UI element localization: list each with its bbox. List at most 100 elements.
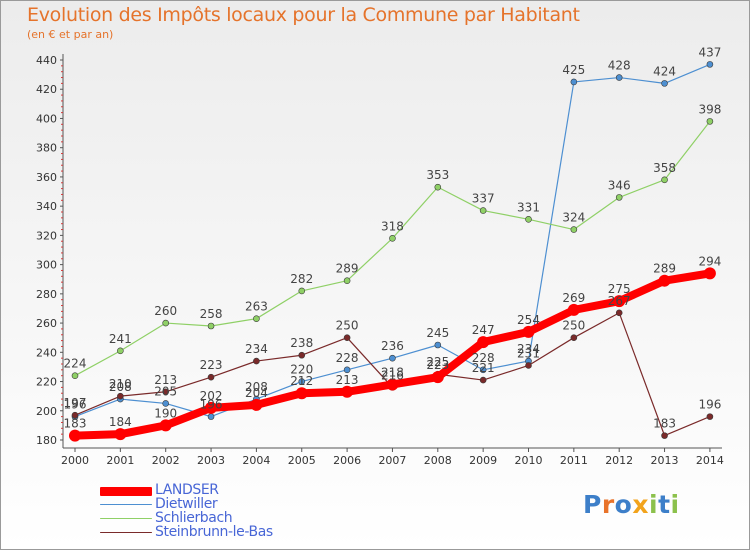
y-tick-label: 340 xyxy=(36,200,57,213)
data-label: 228 xyxy=(336,351,359,365)
data-point xyxy=(479,207,487,214)
logo-letter: t xyxy=(658,490,671,519)
data-label: 324 xyxy=(562,211,585,225)
data-label: 212 xyxy=(290,374,313,388)
data-label: 205 xyxy=(154,384,177,398)
data-point xyxy=(658,274,671,287)
labels-steinbrunn-le-bas: 197 210 213 223 234 238 250 216 225 221 231 250 267 1… xyxy=(64,294,722,431)
data-label: 250 xyxy=(336,319,359,333)
data-point xyxy=(250,398,263,411)
data-point xyxy=(615,74,623,81)
logo-letter: i xyxy=(670,490,680,519)
data-point xyxy=(570,78,578,86)
data-label: 196 xyxy=(200,398,223,412)
data-label: 218 xyxy=(381,365,404,379)
data-label: 213 xyxy=(336,373,359,387)
data-label: 318 xyxy=(381,219,404,233)
logo-letter: r xyxy=(601,490,615,519)
data-label: 220 xyxy=(290,363,313,377)
x-tick-label-2010: 2010 xyxy=(515,454,543,467)
data-label: 196 xyxy=(698,398,721,412)
data-label: 250 xyxy=(562,319,585,333)
data-label: 358 xyxy=(653,161,676,175)
data-label: 210 xyxy=(109,377,132,391)
legend-label-dietwiller: Dietwiller xyxy=(155,496,218,512)
x-tick-label-2006: 2006 xyxy=(333,454,361,467)
data-point xyxy=(162,400,169,407)
legend-label-landser: LANDSER xyxy=(155,482,219,498)
data-point xyxy=(386,378,399,391)
series-schlierbach xyxy=(71,118,714,379)
axes: 180 200 220 240 260 280 300 320 340 360 380 400 420 4… xyxy=(36,54,724,467)
legend-swatch-schlierbach xyxy=(100,518,152,519)
y-tick-label: 240 xyxy=(36,346,57,359)
data-label: 263 xyxy=(245,300,268,314)
legend-swatch-landser xyxy=(100,487,152,496)
data-label: 267 xyxy=(608,294,631,308)
logo-letter: o xyxy=(614,490,633,519)
data-label: 269 xyxy=(562,291,585,305)
y-tick-label: 260 xyxy=(36,317,57,330)
labels-dietwiller: 196 208 205 196 208 220 228 236 245 228 234 425 428 4… xyxy=(64,45,722,411)
chart-title: Evolution des Impôts locaux pour la Comm… xyxy=(27,4,580,26)
data-label: 437 xyxy=(698,45,721,59)
x-tick-label-2002: 2002 xyxy=(152,454,180,467)
data-point xyxy=(706,61,714,68)
y-tick-label: 420 xyxy=(36,83,57,96)
data-point xyxy=(343,366,351,374)
data-label: 221 xyxy=(472,361,495,375)
data-point xyxy=(207,322,215,330)
data-point xyxy=(567,303,580,316)
x-tick-label-2004: 2004 xyxy=(242,454,270,467)
data-label: 331 xyxy=(517,200,540,214)
data-label: 425 xyxy=(562,63,585,77)
data-point xyxy=(661,432,668,439)
data-label: 183 xyxy=(653,417,676,431)
data-label: 208 xyxy=(245,380,268,394)
data-point xyxy=(298,287,306,295)
data-point xyxy=(661,176,668,184)
data-point xyxy=(522,325,535,338)
data-point xyxy=(253,357,260,365)
data-point xyxy=(703,267,716,280)
data-point xyxy=(615,194,623,201)
data-point xyxy=(71,372,79,379)
x-tick-label-2008: 2008 xyxy=(424,454,452,467)
y-tick-label: 400 xyxy=(36,112,57,125)
data-point xyxy=(525,362,532,369)
data-point xyxy=(343,334,351,341)
data-label: 294 xyxy=(698,254,721,268)
x-tick-label-2009: 2009 xyxy=(469,454,497,467)
x-tick-label-2011: 2011 xyxy=(560,454,588,467)
y-tick-label: 200 xyxy=(36,405,57,418)
data-point xyxy=(434,341,442,349)
data-label: 223 xyxy=(426,358,449,372)
x-tick-label-2014: 2014 xyxy=(696,454,724,467)
data-point xyxy=(253,315,260,322)
data-label: 236 xyxy=(381,339,404,353)
y-tick-label: 380 xyxy=(36,142,57,155)
data-point xyxy=(479,376,487,384)
y-tick-label: 320 xyxy=(36,229,57,242)
data-label: 204 xyxy=(245,386,268,400)
y-tick-label: 180 xyxy=(36,434,57,447)
data-point xyxy=(706,118,714,125)
data-label: 398 xyxy=(698,102,721,116)
data-point xyxy=(434,183,442,191)
data-point xyxy=(343,277,351,284)
chart-subtitle: (en € et par an) xyxy=(27,28,114,41)
x-tick-label-2012: 2012 xyxy=(605,454,633,467)
x-tick-label-2000: 2000 xyxy=(61,454,89,467)
x-tick-label-2001: 2001 xyxy=(106,454,134,467)
data-point xyxy=(71,411,79,419)
legend-swatch-dietwiller xyxy=(100,504,152,505)
data-point xyxy=(706,413,714,420)
data-label: 254 xyxy=(517,313,540,327)
data-point xyxy=(162,319,169,327)
series-landser xyxy=(69,267,716,442)
data-label: 289 xyxy=(653,262,676,276)
data-point xyxy=(477,336,490,349)
data-label: 225 xyxy=(426,355,449,369)
data-point xyxy=(389,354,396,362)
x-tick-label-2005: 2005 xyxy=(288,454,316,467)
